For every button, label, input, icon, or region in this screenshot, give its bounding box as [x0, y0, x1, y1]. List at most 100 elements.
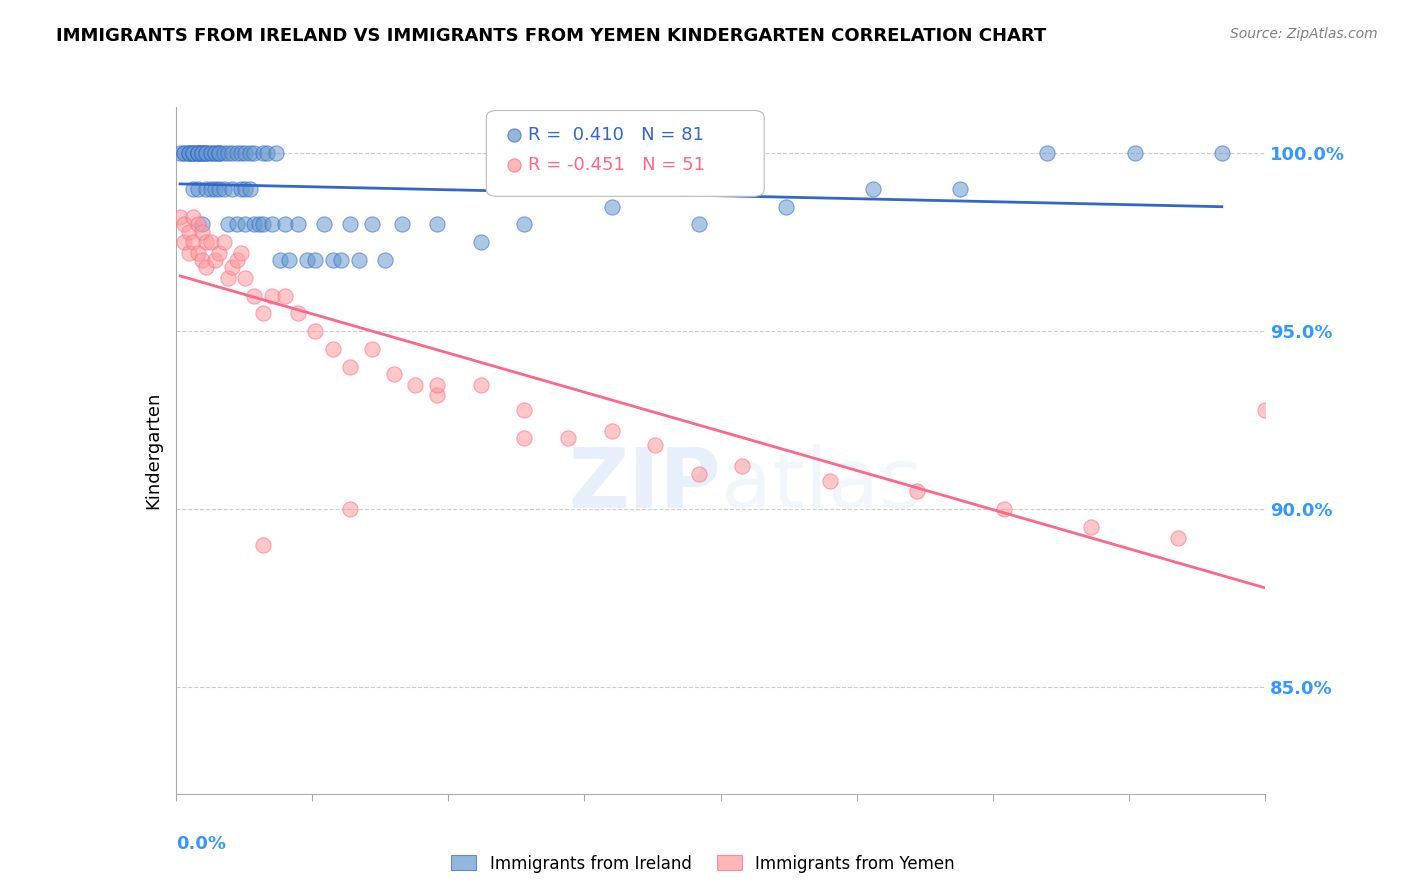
Point	[235, 218, 257, 232]
Point	[470, 377, 492, 392]
Point	[191, 218, 214, 232]
Point	[173, 146, 195, 161]
Point	[360, 218, 382, 232]
Point	[243, 288, 266, 302]
Point	[208, 182, 231, 196]
Point	[186, 146, 209, 161]
Point	[330, 253, 353, 268]
FancyBboxPatch shape	[486, 111, 765, 196]
Point	[278, 253, 301, 268]
Point	[304, 324, 326, 338]
Point	[374, 253, 396, 268]
Point	[217, 271, 239, 285]
Point	[426, 218, 449, 232]
Point	[208, 146, 231, 161]
Point	[260, 218, 283, 232]
Point	[217, 218, 239, 232]
Point	[295, 253, 318, 268]
Point	[212, 182, 235, 196]
Point	[405, 377, 427, 392]
Y-axis label: Kindergarten: Kindergarten	[143, 392, 162, 509]
Point	[239, 146, 262, 161]
Point	[312, 218, 335, 232]
Point	[1036, 146, 1059, 161]
Point	[304, 253, 326, 268]
Point	[470, 235, 492, 250]
Point	[221, 182, 243, 196]
Point	[200, 146, 222, 161]
Point	[862, 182, 884, 196]
Point	[195, 235, 218, 250]
Point	[221, 260, 243, 275]
Point	[247, 218, 270, 232]
Point	[322, 253, 344, 268]
Point	[231, 146, 253, 161]
Point	[339, 502, 361, 516]
Point	[181, 235, 204, 250]
Point	[195, 182, 218, 196]
Point	[225, 218, 247, 232]
Point	[195, 146, 218, 161]
Point	[231, 182, 253, 196]
Point	[186, 182, 209, 196]
Point	[274, 288, 297, 302]
Text: IMMIGRANTS FROM IRELAND VS IMMIGRANTS FROM YEMEN KINDERGARTEN CORRELATION CHART: IMMIGRANTS FROM IRELAND VS IMMIGRANTS FR…	[56, 27, 1046, 45]
Point	[204, 146, 226, 161]
Point	[191, 146, 214, 161]
Point	[426, 388, 449, 402]
Point	[231, 246, 253, 260]
Point	[191, 146, 214, 161]
Point	[208, 146, 231, 161]
Text: R = -0.451   N = 51: R = -0.451 N = 51	[527, 156, 704, 174]
Point	[382, 367, 405, 381]
Point	[287, 218, 309, 232]
Point	[221, 146, 243, 161]
Point	[557, 431, 579, 445]
Point	[818, 474, 841, 488]
Point	[993, 502, 1015, 516]
Text: 0.0%: 0.0%	[176, 835, 226, 853]
Point	[191, 146, 214, 161]
Point	[1167, 531, 1189, 545]
Point	[212, 235, 235, 250]
Point	[181, 182, 204, 196]
Point	[264, 146, 287, 161]
Point	[217, 146, 239, 161]
Point	[195, 146, 218, 161]
Point	[274, 218, 297, 232]
Point	[177, 146, 200, 161]
Point	[200, 182, 222, 196]
Point	[243, 218, 266, 232]
Point	[225, 253, 247, 268]
Point	[177, 225, 200, 239]
Point	[200, 235, 222, 250]
Point	[173, 235, 195, 250]
Point	[235, 271, 257, 285]
Point	[191, 253, 214, 268]
Point	[208, 246, 231, 260]
Point	[186, 218, 209, 232]
Point	[235, 182, 257, 196]
Point	[173, 218, 195, 232]
Point	[731, 459, 754, 474]
Point	[513, 402, 536, 417]
Point	[186, 146, 209, 161]
Point	[339, 218, 361, 232]
Point	[186, 146, 209, 161]
Point	[225, 146, 247, 161]
Point	[181, 146, 204, 161]
Point	[513, 431, 536, 445]
Point	[287, 306, 309, 320]
Point	[204, 146, 226, 161]
Point	[339, 359, 361, 374]
Point	[252, 306, 274, 320]
Text: ZIP: ZIP	[568, 444, 721, 525]
Text: R =  0.410   N = 81: R = 0.410 N = 81	[527, 126, 703, 144]
Point	[600, 200, 623, 214]
Point	[260, 288, 283, 302]
Point	[186, 246, 209, 260]
Point	[391, 218, 413, 232]
Text: atlas: atlas	[721, 444, 922, 525]
Point	[181, 146, 204, 161]
Point	[1080, 520, 1102, 534]
